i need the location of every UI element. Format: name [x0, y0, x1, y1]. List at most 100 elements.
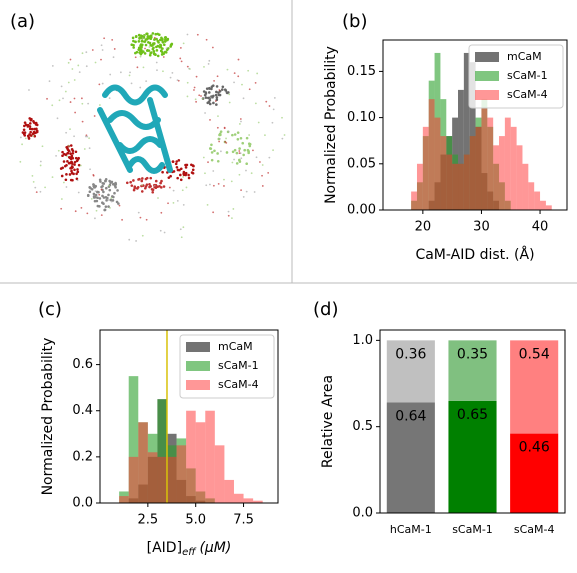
structure-dot	[181, 189, 184, 192]
structure-dot	[100, 188, 103, 191]
x-axis-label-part: CaM-AID dist. (Å)	[415, 246, 534, 263]
structure-dot	[218, 89, 221, 91]
structure-dot	[182, 226, 185, 229]
structure-dot	[203, 66, 205, 68]
structure-dot	[208, 86, 211, 90]
structure-dot	[62, 160, 66, 163]
y-tick-label: 0.2	[72, 449, 93, 464]
structure-dot	[167, 176, 171, 179]
structure-dot	[233, 72, 236, 75]
y-tick-label: 0.0	[352, 506, 373, 521]
structure-dot	[168, 186, 171, 189]
structure-dot	[190, 171, 194, 174]
structure-dot	[205, 184, 208, 187]
structure-dot	[252, 149, 254, 152]
structure-dot	[248, 142, 252, 146]
hist-bar	[545, 205, 552, 210]
structure-dot	[131, 36, 135, 40]
structure-dot	[69, 152, 72, 156]
hist-bar	[157, 456, 167, 503]
structure-dot	[209, 96, 212, 99]
structure-dot	[117, 202, 120, 205]
structure-dot	[96, 204, 100, 208]
structure-dot	[231, 150, 235, 154]
structure-dot	[19, 136, 22, 139]
structure-dot	[248, 134, 251, 136]
structure-dot	[137, 40, 141, 43]
structure-dot	[88, 190, 92, 194]
structure-dot	[110, 200, 113, 203]
structure-dot	[204, 96, 208, 99]
structure-dot	[207, 63, 210, 65]
x-axis-label-part: [AID]	[147, 540, 182, 556]
structure-dot	[180, 60, 183, 63]
structure-dot	[244, 149, 247, 151]
structure-dot	[225, 151, 229, 154]
structure-dot	[164, 38, 167, 41]
structure-dot	[28, 133, 31, 136]
structure-dot	[34, 186, 37, 189]
structure-dot	[51, 176, 54, 178]
structure-dot	[160, 53, 164, 56]
structure-dot	[104, 179, 107, 183]
structure-dot	[235, 151, 239, 155]
y-axis-label: Normalized Probability	[323, 46, 339, 204]
structure-dot	[112, 195, 115, 199]
structure-dot	[238, 173, 241, 176]
structure-dot	[77, 64, 80, 67]
structure-dot	[64, 153, 68, 157]
structure-dot	[241, 141, 245, 145]
structure-dot	[112, 182, 115, 186]
structure-dot	[250, 172, 253, 175]
structure-dot	[139, 34, 143, 37]
structure-dot	[273, 97, 276, 99]
structure-dot	[70, 169, 73, 173]
structure-dot	[104, 186, 108, 190]
structure-dot	[141, 234, 144, 237]
structure-dot	[149, 34, 153, 38]
structure-dot	[96, 190, 99, 194]
structure-dot	[219, 137, 221, 140]
structure-dot	[139, 216, 142, 219]
structure-dot	[35, 123, 39, 127]
structure-dot	[172, 170, 176, 173]
structure-dot	[210, 85, 214, 89]
structure-dot	[236, 131, 240, 134]
structure-dot	[114, 181, 117, 185]
structure-dot	[73, 160, 77, 164]
structure-dot	[185, 186, 188, 189]
structure-dot	[65, 131, 68, 134]
structure-dot	[225, 141, 228, 144]
structure-dot	[210, 143, 213, 147]
structure-dot	[233, 133, 237, 136]
structure-dot	[209, 183, 211, 186]
structure-dot	[80, 206, 83, 209]
structure-dot	[23, 121, 27, 124]
structure-dot	[98, 83, 101, 86]
structure-dot	[93, 115, 96, 117]
structure-dot	[208, 102, 212, 106]
structure-dot	[60, 198, 63, 200]
structure-dot	[128, 74, 131, 77]
structure-dot	[92, 173, 95, 176]
structure-dot	[161, 37, 164, 41]
structure-dot	[61, 154, 64, 158]
structure-dot	[207, 91, 211, 94]
structure-dot	[108, 97, 111, 100]
structure-dot	[195, 75, 198, 78]
hist-bar	[475, 126, 482, 210]
panel-label: (b)	[342, 11, 367, 32]
structure-dot	[271, 121, 274, 124]
structure-dot	[231, 161, 234, 164]
structure-dot	[231, 217, 233, 220]
structure-dot	[153, 36, 156, 39]
structure-dot	[125, 181, 129, 185]
hist-bar	[186, 410, 196, 503]
structure-dot	[257, 121, 260, 124]
hist-bar	[446, 154, 453, 210]
structure-dot	[98, 197, 102, 200]
structure-dot	[62, 97, 64, 100]
structure-dot	[129, 71, 131, 74]
structure-dot	[69, 144, 73, 147]
structure-dot	[88, 137, 90, 140]
